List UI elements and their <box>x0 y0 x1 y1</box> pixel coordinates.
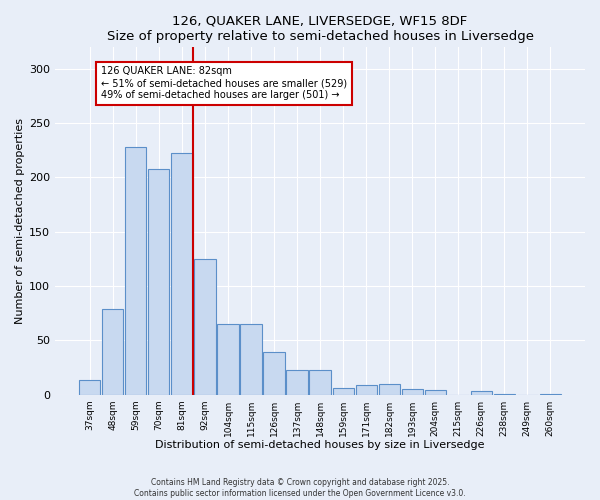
Bar <box>379 384 400 394</box>
Bar <box>79 380 100 394</box>
Bar <box>148 168 169 394</box>
Bar <box>125 147 146 394</box>
Bar <box>401 389 423 394</box>
X-axis label: Distribution of semi-detached houses by size in Liversedge: Distribution of semi-detached houses by … <box>155 440 485 450</box>
Bar <box>470 392 492 394</box>
Bar <box>102 309 124 394</box>
Bar <box>356 385 377 394</box>
Bar <box>217 324 239 394</box>
Text: Contains HM Land Registry data © Crown copyright and database right 2025.
Contai: Contains HM Land Registry data © Crown c… <box>134 478 466 498</box>
Bar <box>263 352 284 395</box>
Text: 126 QUAKER LANE: 82sqm
← 51% of semi-detached houses are smaller (529)
49% of se: 126 QUAKER LANE: 82sqm ← 51% of semi-det… <box>101 66 347 100</box>
Bar <box>172 154 193 394</box>
Bar <box>310 370 331 394</box>
Title: 126, QUAKER LANE, LIVERSEDGE, WF15 8DF
Size of property relative to semi-detache: 126, QUAKER LANE, LIVERSEDGE, WF15 8DF S… <box>107 15 533 43</box>
Bar <box>286 370 308 394</box>
Y-axis label: Number of semi-detached properties: Number of semi-detached properties <box>15 118 25 324</box>
Bar <box>194 259 215 394</box>
Bar <box>425 390 446 394</box>
Bar <box>241 324 262 394</box>
Bar <box>332 388 353 394</box>
